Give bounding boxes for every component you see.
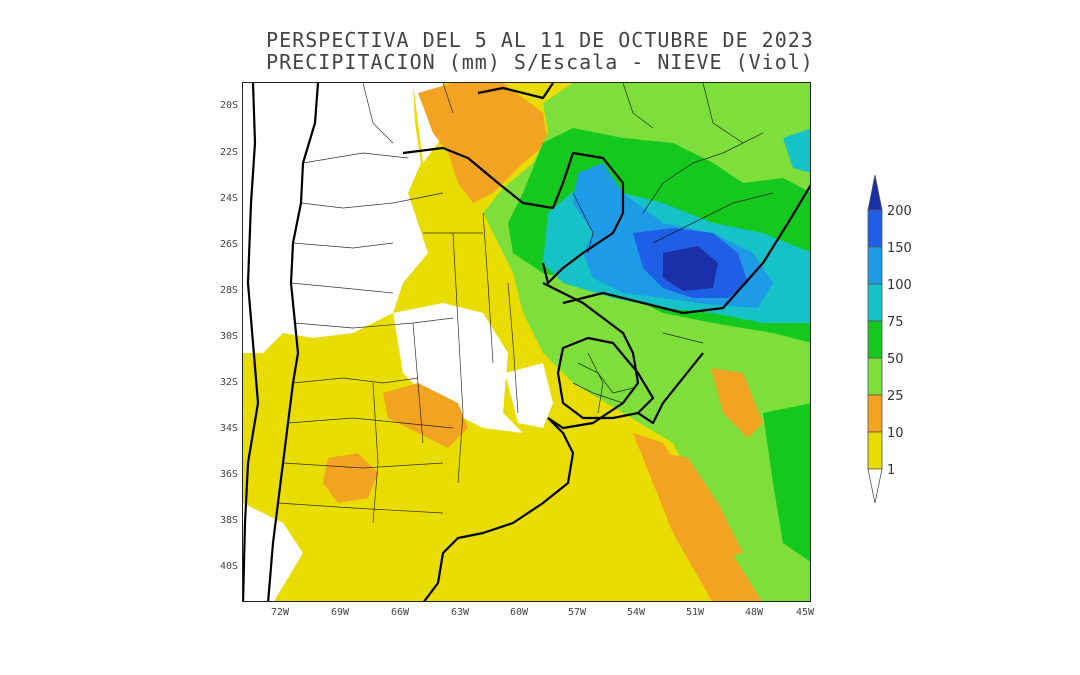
legend-label-50: 50 (887, 352, 904, 367)
legend-label-75: 75 (887, 315, 904, 330)
lon-label-69w: 69W (330, 607, 350, 618)
precip-zone-10-25-diag (633, 433, 762, 601)
lat-label-38s: 38S (219, 515, 238, 526)
legend-swatch-4 (867, 357, 883, 396)
precipitation-map (242, 82, 811, 602)
legend-swatch-3 (867, 320, 883, 359)
coastline-buenos-aires (423, 417, 575, 601)
lon-label-72w: 72W (270, 607, 290, 618)
precip-zone-50-75-south (763, 403, 810, 562)
map-subtitle: PRECIPITACION (mm) S/Escala - NIEVE (Vio… (266, 50, 814, 74)
lon-label-48w: 48W (744, 607, 764, 618)
legend-swatch-gt200 (867, 175, 883, 211)
lat-label-20s: 20S (219, 100, 238, 111)
lon-label-60w: 60W (509, 607, 529, 618)
precip-zone-200 (663, 246, 718, 291)
lon-label-51w: 51W (685, 607, 705, 618)
lat-label-24s: 24S (219, 193, 238, 204)
lat-label-40s: 40S (219, 561, 238, 572)
legend-swatch-1 (867, 246, 883, 285)
lon-label-54w: 54W (626, 607, 646, 618)
lat-label-30s: 30S (219, 331, 238, 342)
legend-label-200: 200 (887, 204, 912, 219)
precip-zone-none-east (505, 363, 553, 428)
legend-swatch-lt1 (867, 468, 883, 504)
lon-label-57w: 57W (567, 607, 587, 618)
precip-zone-10-25-strip (663, 453, 743, 558)
lat-label-36s: 36S (219, 469, 238, 480)
border-brazil-north (477, 83, 554, 100)
legend-label-10: 10 (887, 426, 904, 441)
coastline-brazil (637, 352, 704, 425)
border-chile-argentina (267, 83, 320, 601)
precipitation-legend (867, 175, 883, 504)
legend-label-150: 150 (887, 241, 912, 256)
precip-zone-10-25-sw (323, 453, 378, 503)
lat-label-22s: 22S (219, 147, 238, 158)
border-brazil-south (562, 184, 810, 315)
precip-zone-10-25-west (383, 383, 468, 448)
map-title: PERSPECTIVA DEL 5 AL 11 DE OCTUBRE DE 20… (266, 28, 814, 52)
lat-label-26s: 26S (219, 239, 238, 250)
lon-label-66w: 66W (390, 607, 410, 618)
legend-swatch-5 (867, 394, 883, 433)
legend-swatch-2 (867, 283, 883, 322)
lat-label-34s: 34S (219, 423, 238, 434)
legend-swatch-0 (867, 209, 883, 248)
legend-swatch-6 (867, 431, 883, 470)
lat-label-32s: 32S (219, 377, 238, 388)
lon-label-45w: 45W (795, 607, 815, 618)
precip-zone-none-central (393, 303, 523, 433)
precip-zone-10-25-north (418, 83, 548, 203)
precip-zone-10-25-east (711, 368, 763, 438)
precip-zone-cyan-ne (783, 128, 810, 173)
legend-label-25: 25 (887, 389, 904, 404)
legend-label-100: 100 (887, 278, 912, 293)
legend-label-1: 1 (887, 463, 896, 478)
border-bolivia-paraguay (402, 146, 625, 285)
precip-zone-none-west (243, 83, 428, 353)
coastline-chile (243, 83, 260, 601)
lon-label-63w: 63W (450, 607, 470, 618)
lat-label-28s: 28S (219, 285, 238, 296)
